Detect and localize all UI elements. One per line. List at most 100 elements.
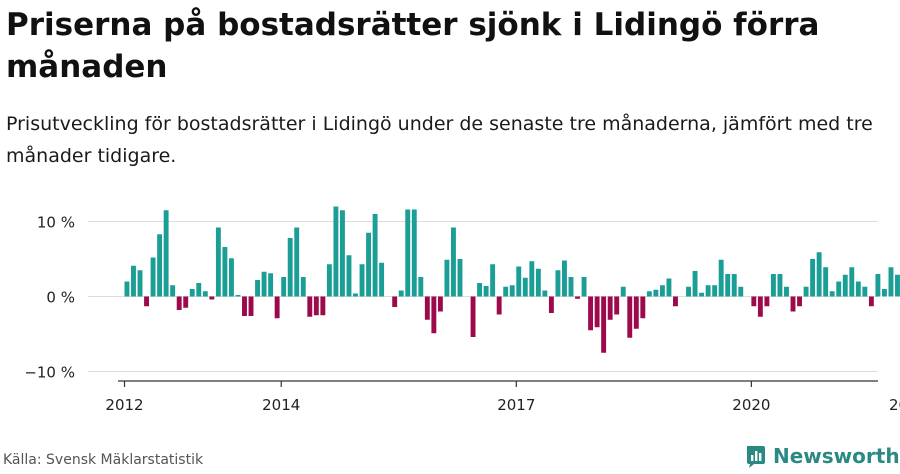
bar <box>673 296 678 307</box>
bar <box>339 210 345 297</box>
bar <box>718 259 724 297</box>
bar <box>353 293 358 297</box>
bar <box>705 285 711 297</box>
bar <box>124 281 130 297</box>
bar <box>307 296 313 317</box>
bar <box>281 277 287 297</box>
bar <box>483 286 489 297</box>
bar <box>555 270 561 297</box>
bar <box>842 274 848 297</box>
bar <box>666 278 672 297</box>
bar <box>516 266 522 297</box>
bar <box>829 291 835 297</box>
bar <box>163 210 169 297</box>
bar <box>607 296 613 320</box>
x-tick-label: 2014 <box>262 396 300 414</box>
logo-chart-icon <box>747 446 765 468</box>
bar <box>888 267 894 297</box>
bar <box>183 296 189 308</box>
bar <box>457 259 463 297</box>
bar <box>875 274 881 297</box>
bar <box>398 290 404 297</box>
x-axis: 2012 2014 2017 2020 2022 <box>105 380 900 414</box>
bar <box>535 268 541 297</box>
newsworthy-logo[interactable]: Newsworthy <box>745 441 900 471</box>
y-tick-label: −10 % <box>24 364 75 382</box>
bar <box>764 296 770 307</box>
bar <box>366 232 372 297</box>
x-tick-label: 2012 <box>105 396 143 414</box>
bar <box>522 277 528 297</box>
bar <box>509 285 515 297</box>
bar <box>313 296 319 316</box>
x-tick-label: 2020 <box>732 396 770 414</box>
bar <box>568 277 574 297</box>
bar <box>326 264 332 297</box>
bar-chart: 10 %0 %−10 % 20122014201720202022 −2 % <box>24 206 900 414</box>
bar <box>881 289 887 297</box>
bar <box>209 296 215 300</box>
bar <box>274 296 280 319</box>
bar <box>255 280 260 297</box>
bar <box>294 227 300 297</box>
bar <box>797 296 802 307</box>
bar <box>836 281 842 297</box>
brand-name: Newsworthy <box>773 444 900 468</box>
bar <box>287 238 293 297</box>
bar <box>392 296 398 307</box>
bar <box>424 296 430 320</box>
bar <box>189 289 195 297</box>
bar <box>646 291 652 297</box>
bar <box>496 296 502 315</box>
bar <box>823 267 829 297</box>
bar <box>588 296 594 331</box>
bar <box>176 296 182 310</box>
bar <box>333 206 339 297</box>
bar <box>131 265 136 297</box>
bar <box>659 285 665 297</box>
bar <box>405 209 411 297</box>
bar <box>627 296 633 338</box>
bar <box>816 252 822 297</box>
bar <box>855 281 861 297</box>
bar <box>594 296 600 328</box>
bar-series <box>124 206 900 353</box>
bar <box>411 209 417 297</box>
x-tick-label: 2022 <box>889 396 900 414</box>
bar <box>803 286 809 297</box>
bar <box>444 259 450 297</box>
bar <box>725 274 731 297</box>
bar <box>242 296 247 316</box>
bar <box>222 247 228 297</box>
bar <box>320 296 326 316</box>
bar <box>150 257 156 297</box>
source-note: Källa: Svensk Mäklarstatistik <box>3 452 204 468</box>
bar <box>653 289 659 297</box>
bar <box>640 296 646 319</box>
bar <box>731 274 737 297</box>
bar <box>268 273 274 297</box>
bar <box>470 296 476 337</box>
bar <box>542 290 548 297</box>
bar <box>790 296 796 312</box>
chart-title: Priserna på bostadsrätter sjönk i Liding… <box>6 7 820 85</box>
bar <box>548 296 554 313</box>
bar <box>751 296 757 307</box>
bar <box>849 267 855 297</box>
bar <box>895 274 900 297</box>
bar <box>372 214 378 297</box>
bar <box>137 270 143 297</box>
bar <box>477 283 483 297</box>
x-tick-label: 2017 <box>497 396 535 414</box>
bar <box>614 296 620 315</box>
bar <box>379 262 385 297</box>
bar <box>228 258 234 297</box>
bar <box>529 261 535 297</box>
y-tick-label: 0 % <box>46 289 75 307</box>
bar <box>784 286 789 297</box>
y-tick-label: 10 % <box>37 214 75 232</box>
bar <box>451 227 456 297</box>
bar <box>503 286 509 297</box>
bar <box>575 296 580 299</box>
bar <box>346 255 352 297</box>
